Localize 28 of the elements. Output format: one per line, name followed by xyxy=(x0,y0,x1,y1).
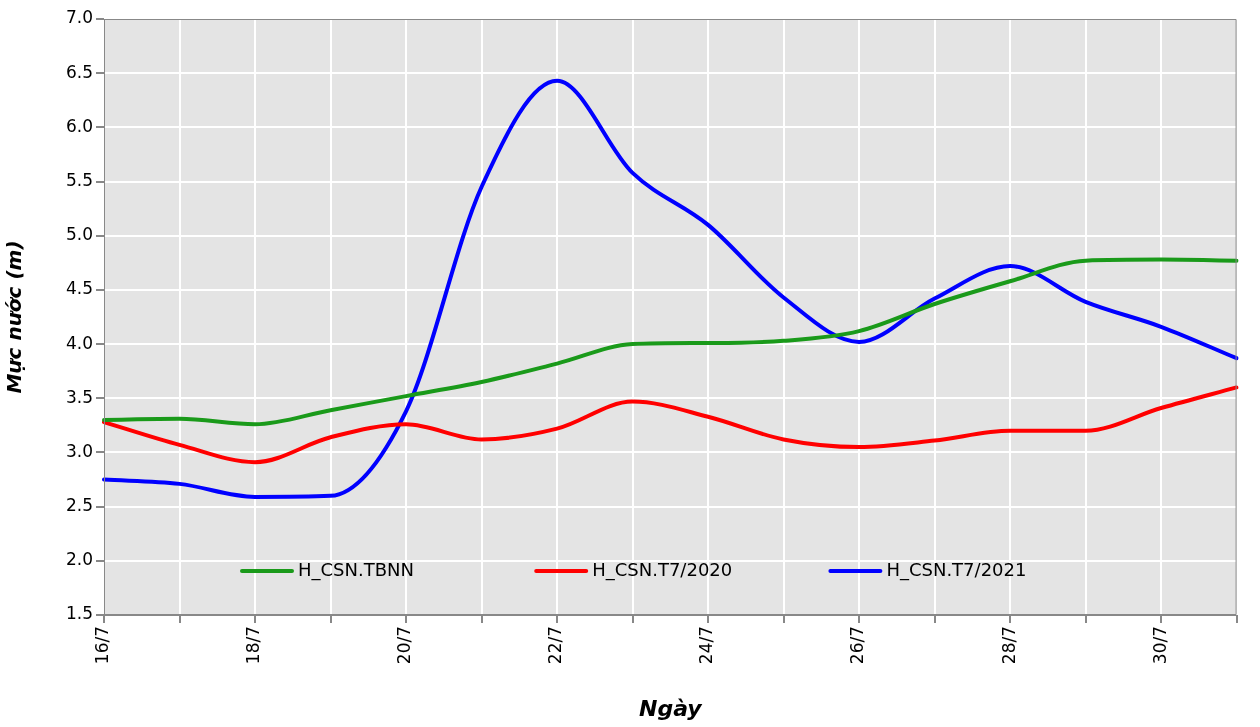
y-tick-label: 7.0 xyxy=(65,7,93,28)
y-tick-label: 4.0 xyxy=(65,332,93,353)
x-tick-label: 26/7 xyxy=(847,626,868,665)
y-tick-label: 6.5 xyxy=(65,61,93,82)
x-tick-label: 28/7 xyxy=(998,626,1019,665)
x-tick-label: 30/7 xyxy=(1149,626,1170,665)
line-series xyxy=(102,385,1239,465)
y-tick-label: 3.0 xyxy=(65,440,93,461)
y-tick-label: 1.5 xyxy=(65,603,93,624)
y-tick-label: 2.0 xyxy=(65,549,93,570)
y-tick-label: 3.5 xyxy=(65,386,93,407)
y-tick-label: 5.0 xyxy=(65,224,93,245)
y-tick-label: 4.5 xyxy=(65,278,93,299)
x-axis-title: Ngày xyxy=(638,695,704,721)
x-tick-label: 22/7 xyxy=(545,626,566,665)
y-axis-title: Mực nước (m) xyxy=(2,240,27,394)
y-tick-label: 2.5 xyxy=(65,495,93,516)
x-tick-label: 20/7 xyxy=(394,626,415,665)
x-tick-label: 16/7 xyxy=(92,626,113,665)
legend-label: H_CSN.T7/2021 xyxy=(886,558,1027,581)
line-series xyxy=(102,257,1239,427)
x-tick-label: 18/7 xyxy=(243,626,264,665)
y-tick-label: 6.0 xyxy=(65,115,93,136)
x-tick-label: 24/7 xyxy=(696,626,717,665)
legend-label: H_CSN.T7/2020 xyxy=(592,558,733,581)
y-tick-label: 5.5 xyxy=(65,169,93,190)
legend-label: H_CSN.TBNN xyxy=(298,558,414,581)
line-series xyxy=(102,78,1239,499)
